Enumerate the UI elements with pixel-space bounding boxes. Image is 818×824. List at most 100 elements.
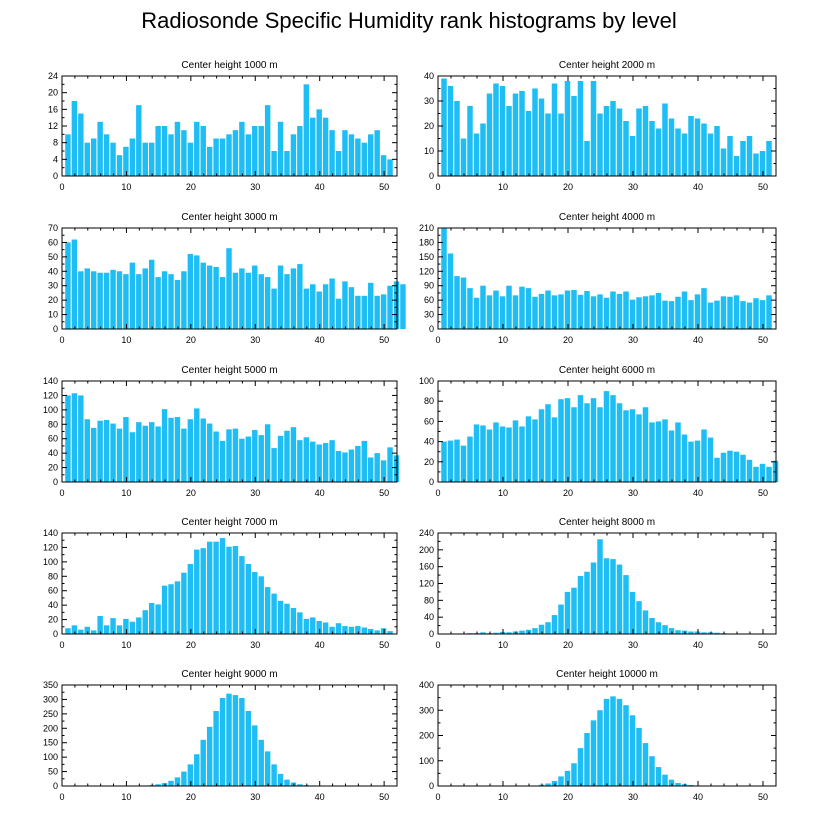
bar xyxy=(297,264,303,329)
bar xyxy=(454,276,460,329)
bar xyxy=(303,288,310,329)
bar xyxy=(103,272,110,329)
bar xyxy=(110,618,116,634)
bar xyxy=(84,142,90,176)
bar xyxy=(226,429,232,482)
x-tick-label: 50 xyxy=(758,488,768,498)
bar xyxy=(655,128,662,176)
bar xyxy=(258,576,264,634)
bar xyxy=(740,141,746,176)
bar xyxy=(571,407,577,482)
bar xyxy=(519,91,525,176)
x-tick-label: 20 xyxy=(186,182,196,192)
bar xyxy=(368,134,374,176)
bar xyxy=(655,292,662,329)
y-tick-label: 160 xyxy=(419,562,434,572)
chart-title: Center height 8000 m xyxy=(559,517,655,528)
bar xyxy=(258,435,264,482)
bar xyxy=(610,291,616,329)
bar xyxy=(584,403,590,482)
bar xyxy=(400,284,406,329)
bar xyxy=(512,295,519,329)
bar xyxy=(603,558,610,634)
bar xyxy=(759,463,766,482)
bar xyxy=(473,297,480,329)
bar xyxy=(206,726,213,786)
chart-panel: Center height 5000 m 0 10 20 30 40 50 0 20 40 60 80… xyxy=(43,365,400,498)
bar xyxy=(258,126,264,176)
x-tick-label: 40 xyxy=(315,488,325,498)
bar xyxy=(284,151,290,176)
bar xyxy=(694,294,701,329)
bar xyxy=(310,441,316,482)
y-tick-label: 20 xyxy=(48,463,58,473)
bar xyxy=(675,782,681,786)
bar xyxy=(303,618,310,634)
bar xyxy=(103,625,110,634)
bar xyxy=(668,118,675,176)
chart-panel: Center height 3000 m 0 10 20 30 40 50 0 10 20 30 40… xyxy=(48,212,406,345)
bar xyxy=(187,764,194,786)
bar xyxy=(707,302,714,329)
bar xyxy=(200,739,206,786)
bar xyxy=(322,284,329,329)
bar xyxy=(584,571,590,634)
bar xyxy=(571,587,577,634)
y-tick-label: 50 xyxy=(48,252,58,262)
bar xyxy=(688,116,694,176)
y-tick-label: 100 xyxy=(419,376,434,386)
bar xyxy=(597,294,603,329)
bar xyxy=(642,610,649,634)
chart-panel: Center height 8000 m 0 10 20 30 40 50 0 40 80 120 1… xyxy=(419,517,777,650)
y-tick-label: 150 xyxy=(419,252,434,262)
bar xyxy=(97,615,103,634)
bar xyxy=(753,153,759,176)
bar xyxy=(380,460,387,482)
bar xyxy=(181,428,187,482)
bar xyxy=(65,134,71,176)
bar xyxy=(303,437,310,482)
x-tick-label: 40 xyxy=(315,182,325,192)
bar xyxy=(297,784,303,786)
bar xyxy=(467,436,473,482)
bar xyxy=(348,287,355,329)
bar xyxy=(649,295,655,329)
bar xyxy=(239,121,245,176)
bar xyxy=(493,83,499,176)
bar xyxy=(460,277,467,329)
bar xyxy=(551,417,558,482)
y-tick-label: 80 xyxy=(424,595,434,605)
y-tick-label: 60 xyxy=(424,295,434,305)
bar xyxy=(720,452,727,482)
y-tick-label: 120 xyxy=(419,579,434,589)
bar xyxy=(512,420,519,482)
bar xyxy=(564,290,571,329)
y-tick-label: 4 xyxy=(53,154,58,164)
bar xyxy=(746,459,753,482)
bar xyxy=(264,751,271,786)
bar xyxy=(148,602,155,634)
x-tick-label: 0 xyxy=(59,792,64,802)
bar xyxy=(623,121,629,176)
bar xyxy=(168,134,174,176)
bar xyxy=(454,101,460,176)
y-tick-label: 20 xyxy=(48,615,58,625)
bar xyxy=(206,265,213,329)
y-tick-label: 120 xyxy=(43,390,58,400)
bar xyxy=(558,776,564,786)
bar xyxy=(577,575,584,634)
bar xyxy=(361,627,368,634)
y-tick-label: 30 xyxy=(424,310,434,320)
bar xyxy=(649,756,655,786)
chart-panel: Center height 1000 m 0 10 20 30 40 50 0 4 8 12 16 20… xyxy=(48,60,398,192)
bar xyxy=(168,584,174,634)
bar xyxy=(271,593,277,634)
bar xyxy=(519,286,525,329)
bar xyxy=(616,698,623,786)
bar xyxy=(380,628,387,634)
bar xyxy=(506,106,512,176)
bar xyxy=(348,626,355,634)
bar xyxy=(668,301,675,329)
bar xyxy=(387,159,393,176)
y-tick-label: 100 xyxy=(43,557,58,567)
